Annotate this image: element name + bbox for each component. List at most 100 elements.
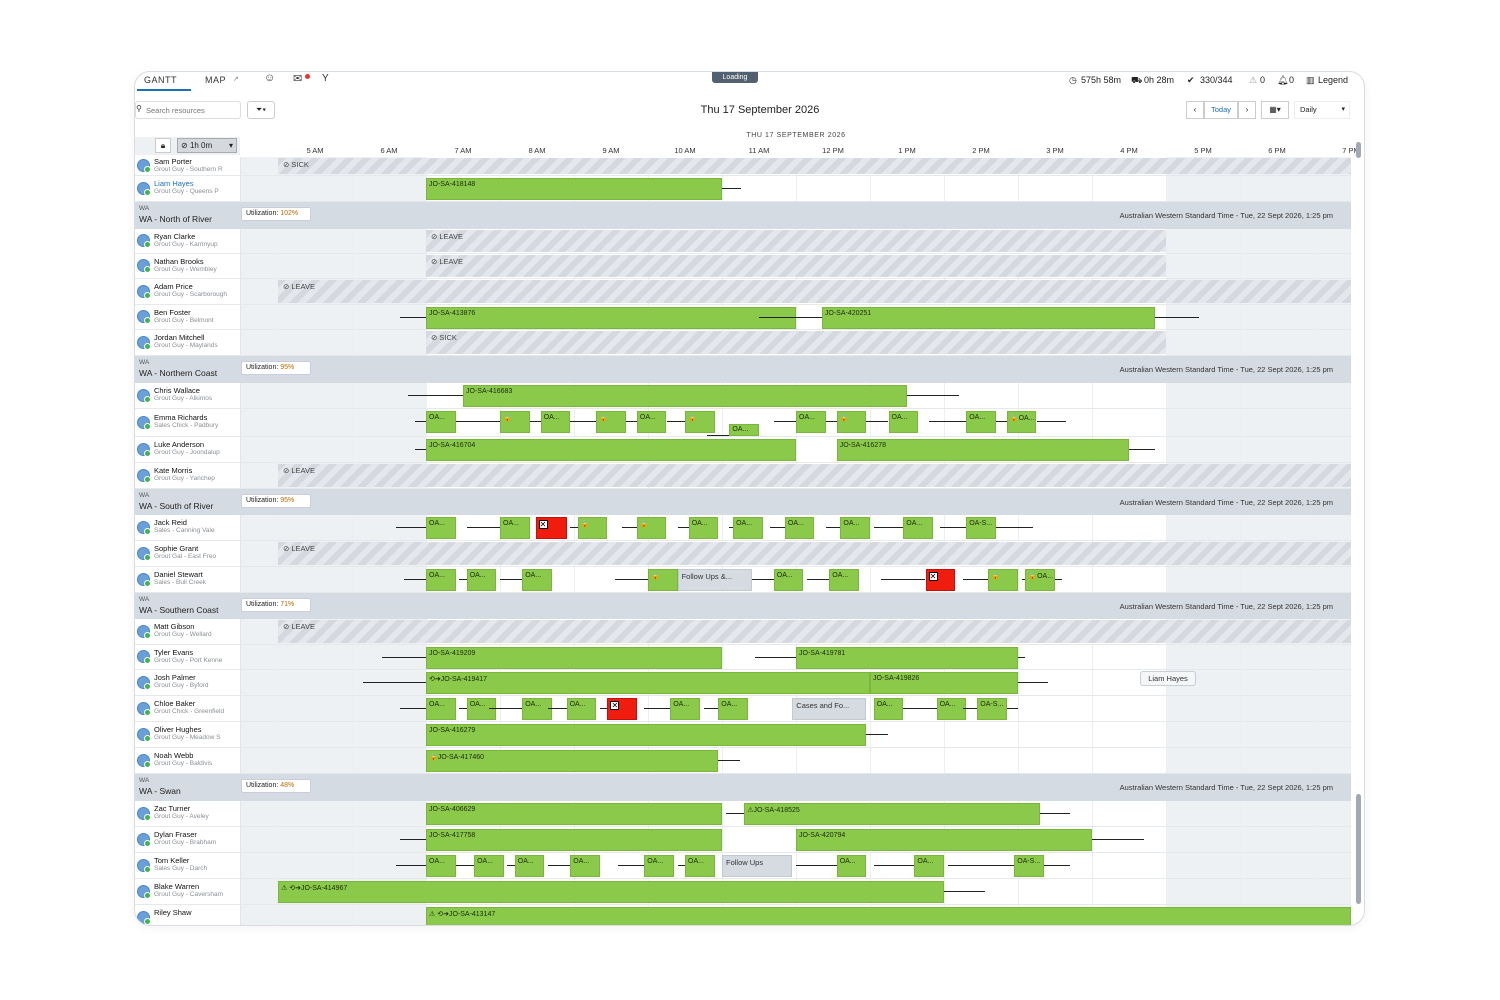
- appointment[interactable]: OA...: [540, 411, 571, 433]
- resource-name[interactable]: Adam Price: [154, 282, 193, 291]
- appointment[interactable]: OA...: [796, 411, 826, 433]
- appointment[interactable]: OA...: [829, 569, 859, 591]
- lock-icon[interactable]: 🔒︎: [155, 138, 171, 153]
- appointment[interactable]: 🔒: [988, 569, 1018, 591]
- resource-cell[interactable]: Nathan Brooks Grout Guy - Wembley: [135, 254, 241, 278]
- mail-icon[interactable]: ✉: [293, 73, 303, 85]
- appointment[interactable]: 🔒: [648, 569, 678, 591]
- resource-cell[interactable]: Luke Anderson Grout Guy - Joondalup: [135, 437, 241, 462]
- appointment[interactable]: OA-S...: [966, 517, 996, 539]
- absence-block[interactable]: ⊘ SICK: [278, 158, 1351, 174]
- resource-name[interactable]: Daniel Stewart: [154, 570, 203, 579]
- resource-cell[interactable]: Blake Warren Grout Guy - Caversham: [135, 879, 241, 904]
- appointment[interactable]: OA...: [500, 517, 530, 539]
- appointment[interactable]: OA...: [474, 855, 504, 877]
- filter-pin-icon[interactable]: Y: [322, 73, 330, 84]
- appointment[interactable]: JO-SA-416278: [836, 439, 1129, 461]
- appointment[interactable]: OA...: [522, 569, 552, 591]
- appointment[interactable]: ⟲➜JO-SA-419417: [426, 672, 870, 694]
- resource-cell[interactable]: Zac Turner Grout Guy - Aveley: [135, 801, 241, 826]
- resource-name[interactable]: Oliver Hughes: [154, 725, 202, 734]
- appointment[interactable]: ⚠ ⟲➜JO-SA-414967: [278, 881, 944, 903]
- resource-name[interactable]: Chris Wallace: [154, 386, 200, 395]
- resource-name[interactable]: Nathan Brooks: [154, 256, 204, 266]
- appointment[interactable]: OA...: [670, 698, 700, 720]
- appointment[interactable]: OA...: [644, 855, 674, 877]
- appointment[interactable]: JO-SA-417758: [426, 829, 722, 851]
- appointment[interactable]: OA...: [522, 698, 552, 720]
- break-block[interactable]: Follow Ups &...: [677, 569, 752, 591]
- resource-name[interactable]: Jack Reid: [154, 518, 187, 527]
- resource-name[interactable]: Blake Warren: [154, 882, 200, 891]
- appointment[interactable]: OA...: [466, 569, 497, 591]
- resource-name[interactable]: Zac Turner: [154, 804, 191, 813]
- appointment[interactable]: OA...: [566, 698, 597, 720]
- resource-cell[interactable]: Tom Keller Sales Guy - Darch: [135, 853, 241, 878]
- failed-appointment[interactable]: ✕: [925, 569, 956, 591]
- scrollbar-thumb-top[interactable]: [1356, 142, 1361, 158]
- appointment[interactable]: 🔒: [636, 517, 667, 539]
- resource-name[interactable]: Josh Palmer: [154, 673, 196, 682]
- absence-block[interactable]: ⊘ LEAVE: [426, 230, 1166, 252]
- today-button[interactable]: Today: [1204, 101, 1238, 119]
- appointment[interactable]: JO-SA-420794: [796, 829, 1092, 851]
- duration-select[interactable]: ⊘ 1h 0m ▾: [177, 138, 237, 153]
- appointment[interactable]: 🔒OA...: [1025, 569, 1055, 591]
- appointment[interactable]: OA...: [903, 517, 933, 539]
- resource-cell[interactable]: Jordan Mitchell Grout Guy - Maylands: [135, 330, 241, 355]
- resource-cell[interactable]: Sam Porter Grout Guy - Southern R: [135, 157, 241, 175]
- resource-cell[interactable]: Liam Hayes Grout Guy - Queens P: [135, 176, 241, 201]
- appointment[interactable]: 🔒OA...: [1006, 411, 1037, 433]
- appointment[interactable]: OA...: [426, 569, 456, 591]
- resource-cell[interactable]: Kate Morris Grout Guy - Yanchep: [135, 463, 241, 488]
- resource-name[interactable]: Noah Webb: [154, 751, 194, 760]
- resource-name[interactable]: Kate Morris: [154, 466, 193, 475]
- resource-name[interactable]: Riley Shaw: [154, 908, 192, 917]
- appointment[interactable]: OA...: [426, 698, 456, 720]
- appointment[interactable]: OA...: [685, 855, 715, 877]
- resource-cell[interactable]: Tyler Evans Grout Guy - Port Kenne: [135, 645, 241, 669]
- resource-name[interactable]: Ben Foster: [154, 307, 191, 317]
- absence-block[interactable]: ⊘ LEAVE: [278, 464, 1351, 487]
- appointment[interactable]: 🔒: [500, 411, 530, 433]
- resource-name[interactable]: Liam Hayes: [154, 179, 194, 188]
- appointment[interactable]: OA...: [873, 698, 904, 720]
- resource-cell[interactable]: Noah Webb Grout Guy - Baldivis: [135, 748, 241, 773]
- appointment[interactable]: OA...: [733, 517, 763, 539]
- absence-block[interactable]: ⊘ SICK: [426, 331, 1166, 354]
- resource-cell[interactable]: Chris Wallace Grout Guy - Alkimos: [135, 383, 241, 408]
- resource-name[interactable]: Chloe Baker: [154, 699, 196, 708]
- appointment[interactable]: OA...: [514, 855, 545, 877]
- failed-appointment[interactable]: ✕: [535, 517, 567, 539]
- appointment[interactable]: OA...: [426, 855, 456, 877]
- absence-block[interactable]: ⊘ LEAVE: [278, 542, 1351, 565]
- appointment[interactable]: OA...: [466, 698, 497, 720]
- appointment[interactable]: OA...: [426, 411, 456, 433]
- appointment[interactable]: OA...: [718, 698, 748, 720]
- resource-cell[interactable]: Emma Richards Sales Chick - Padbury: [135, 409, 241, 436]
- appointment[interactable]: OA...: [936, 698, 967, 720]
- bot-icon[interactable]: ☺: [264, 72, 276, 84]
- bell-icon[interactable]: 🔔︎: [1277, 75, 1289, 85]
- resource-name[interactable]: Jordan Mitchell: [154, 333, 205, 342]
- appointment[interactable]: OA...: [688, 517, 719, 539]
- failed-appointment[interactable]: ✕: [607, 698, 637, 720]
- view-select[interactable]: Daily ▾: [1294, 101, 1350, 119]
- resource-name[interactable]: Ryan Clarke: [154, 231, 196, 241]
- next-day-button[interactable]: ›: [1238, 101, 1256, 119]
- resource-cell[interactable]: Ryan Clarke Grout Guy - Karrinyup: [135, 229, 241, 253]
- appointment[interactable]: OA...: [840, 517, 870, 539]
- appointment[interactable]: OA-S...: [977, 698, 1007, 720]
- appointment[interactable]: JO-SA-418148: [426, 178, 722, 200]
- tab-gantt[interactable]: GANTT: [144, 75, 177, 85]
- appointment[interactable]: JO-SA-419781: [796, 647, 1018, 669]
- appointment[interactable]: 🔒JO-SA-417460: [426, 750, 719, 772]
- appointment[interactable]: JO-SA-416683: [463, 385, 907, 407]
- tab-map[interactable]: MAP: [205, 75, 227, 85]
- appointment[interactable]: OA...: [966, 411, 996, 433]
- appointment[interactable]: JO-SA-413876: [426, 307, 796, 329]
- scrollbar-thumb[interactable]: [1356, 794, 1361, 904]
- absence-block[interactable]: ⊘ LEAVE: [426, 255, 1166, 277]
- absence-block[interactable]: ⊘ LEAVE: [278, 620, 1351, 643]
- resource-name[interactable]: Tyler Evans: [154, 647, 194, 657]
